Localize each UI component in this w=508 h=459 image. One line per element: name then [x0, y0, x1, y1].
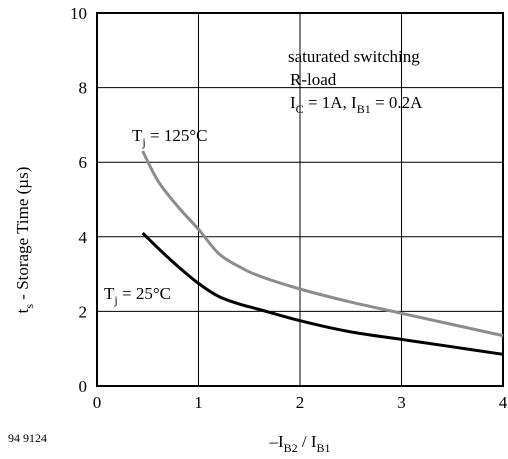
curve-tj-125c	[141, 150, 504, 338]
y-tick-label: 8	[79, 79, 88, 98]
x-tick-label: 2	[296, 393, 305, 412]
grid-lines	[97, 13, 503, 386]
x-tick-label: 0	[93, 393, 102, 412]
series-label-125c: Tj = 125°C	[132, 126, 207, 149]
y-tick-label: 0	[79, 377, 88, 396]
y-axis-label: ts - Storage Time (µs)	[13, 167, 36, 314]
plot-frame	[96, 12, 504, 387]
figure-id: 94 9124	[8, 431, 47, 445]
tick-labels: 0 1 2 3 4 0 2 4 6 8 10	[70, 4, 508, 412]
x-tick-label: 4	[499, 393, 508, 412]
series-label-25c: Tj = 25°C	[104, 284, 171, 307]
annotation-line-3: IC = 1A, IB1 = 0.2A	[290, 93, 423, 116]
y-tick-label: 10	[70, 4, 87, 23]
x-tick-label: 3	[397, 393, 406, 412]
curves	[141, 150, 504, 356]
y-tick-label: 6	[79, 153, 88, 172]
x-tick-label: 1	[194, 393, 203, 412]
x-axis-label: –IB2 / IB1	[268, 432, 330, 455]
curve-tj-25c	[141, 232, 504, 356]
y-tick-label: 2	[79, 302, 88, 321]
annotation-line-1: saturated switching	[288, 47, 420, 66]
annotation: saturated switching R-load IC = 1A, IB1 …	[288, 47, 423, 116]
y-tick-label: 4	[79, 228, 88, 247]
annotation-line-2: R-load	[290, 70, 337, 89]
